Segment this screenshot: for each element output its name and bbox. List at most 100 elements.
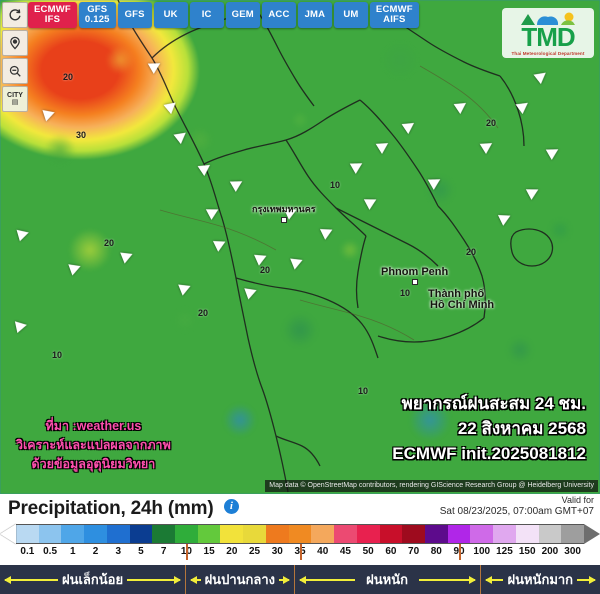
scale-tick-40: 40 [317,546,329,557]
category-arrow-right-icon [418,578,475,581]
scale-tick-2: 2 [92,546,99,557]
model-tab-label: ACC [268,9,290,20]
tmd-logo-subtitle: Thai Meteorological Department [511,51,585,56]
scale-cap-left [0,524,16,544]
scale-cell-15 [197,525,221,543]
scale-tick-50: 50 [362,546,374,557]
color-scale-ticks: 0.10.51235710152025303540455060708090100… [0,544,600,560]
valid-for-block: Valid for Sat 08/23/2025, 07:00am GMT+07 [440,495,594,518]
model-tab-sublabel: IFS [44,14,61,25]
scale-cell-100 [470,525,494,543]
refresh-icon[interactable] [2,2,28,28]
map-attribution: Map data © OpenStreetMap contributors, r… [265,480,598,492]
city-label-text: Hồ Chí Minh [430,299,495,311]
model-tab-um[interactable]: UM [333,2,368,28]
scale-cell-80 [424,525,448,543]
map-borders [117,0,554,493]
model-tab-gfs[interactable]: GFS [117,2,152,28]
color-scale-cells [16,524,584,544]
scale-cell-35 [288,525,312,543]
model-tab-ic[interactable]: IC [189,2,224,28]
scale-cell-30 [265,525,289,543]
scale-cell-3 [106,525,130,543]
category-arrow-right-icon [124,578,181,581]
city-label: Phnom Penh [381,266,448,285]
city-toggle-button[interactable]: CITY ▤ [2,86,28,112]
info-icon[interactable]: i [223,498,239,514]
model-tab-ecmwf-ifs[interactable]: ECMWF IFS [28,2,77,28]
wind-arrow-icon [14,318,29,334]
city-btn-line1: CITY [7,91,23,99]
model-tab-acc[interactable]: ACC [261,2,296,28]
forecast-title-line-2: 22 สิงหาคม 2568 [457,419,586,438]
scale-cap-right [584,524,600,544]
model-tab-label: GFS [124,9,145,20]
legend-title: Precipitation, 24h (mm) [8,498,214,519]
scale-tick-80: 80 [430,546,442,557]
threshold-mark-90 [459,544,461,560]
precipitation-map[interactable]: 203020102020101020201020 กรุงเทพมหานครPh… [0,0,600,494]
scale-tick-25: 25 [248,546,261,557]
model-tab-label: GFS [87,4,108,15]
threshold-mark-10 [186,544,188,560]
scale-tick-0.1: 0.1 [20,546,35,557]
tmd-logo-mark: TMD [521,22,575,52]
city-marker-icon [280,217,287,223]
scale-tick-3: 3 [115,546,122,557]
model-tab-jma[interactable]: JMA [297,2,332,28]
scale-cell-10 [175,525,198,543]
city-label: กรุงเทพมหานคร [252,202,316,223]
scale-tick-30: 30 [271,546,283,557]
rain-category: ฝนหนัก [295,565,481,594]
scale-cell-20 [220,525,244,543]
scale-cell-40 [311,525,335,543]
rain-category: ฝนเล็กน้อย [0,565,187,594]
zoom-out-icon[interactable] [2,58,28,84]
model-tab-label: ECMWF [34,4,71,15]
scale-tick-45: 45 [339,546,351,557]
scale-cell-5 [129,525,153,543]
valid-for-time: Sat 08/23/2025, 07:00am GMT+07 [439,506,594,517]
city-btn-line2: ▤ [11,99,19,106]
scale-cell-60 [379,525,403,543]
tmd-logo: TMD Thai Meteorological Department [502,8,594,58]
map-toolbar[interactable]: CITY ▤ [2,2,28,112]
scale-tick-1: 1 [70,546,76,557]
model-selector-tabs[interactable]: ECMWF IFS GFS 0.125 GFS UK IC GEM ACC JMA UM ECMWF A… [28,2,419,28]
scale-cell-300 [561,525,584,543]
scale-tick-200: 200 [541,546,559,557]
model-tab-gfs-0-125[interactable]: GFS 0.125 [78,2,116,28]
scale-tick-60: 60 [385,546,397,557]
model-tab-sublabel: AIFS [383,14,406,25]
scale-tick-150: 150 [518,546,536,557]
scale-cell-90 [447,525,471,543]
source-note-line-3: ด้วยข้อมูลอุตุนิยมวิทยา [31,457,156,471]
model-tab-label: ECMWF [375,4,413,15]
precipitation-texture [0,0,600,494]
city-label: Hồ Chí Minh [430,299,494,311]
model-tab-label: JMA [304,9,326,20]
scale-cell-0.5 [38,525,62,543]
source-note-line-2: วิเคราะห์และแปลผลจากภาพ [16,438,171,452]
source-note-overlay: ที่มา :weather.us วิเคราะห์และแปลผลจากภา… [16,417,171,474]
location-pin-icon[interactable] [2,30,28,56]
legend-panel: Precipitation, 24h (mm) i Valid for Sat … [0,494,600,594]
city-label-text: Phnom Penh [381,266,449,278]
scale-tick-0.5: 0.5 [43,546,58,557]
model-tab-gem[interactable]: GEM [225,2,260,28]
model-tab-sublabel: 0.125 [84,14,110,25]
model-tab-ecmwf-aifs[interactable]: ECMWF AIFS [369,2,419,28]
category-label: ฝนหนักมาก [503,569,578,590]
source-note-line-1: ที่มา :weather.us [45,419,142,433]
model-tab-uk[interactable]: UK [153,2,188,28]
model-tab-label: UM [343,9,359,20]
scale-cell-125 [493,525,516,543]
city-label-text: Thành phố [428,288,485,300]
category-arrow-left-icon [5,578,61,581]
color-scale[interactable] [0,524,600,544]
scale-tick-20: 20 [226,546,238,557]
rain-category-bar: ฝนเล็กน้อย ฝนปานกลาง ฝนหนัก ฝนหนักมาก [0,565,600,594]
scale-cell-25 [243,525,266,543]
category-label: ฝนปานกลาง [200,569,279,590]
